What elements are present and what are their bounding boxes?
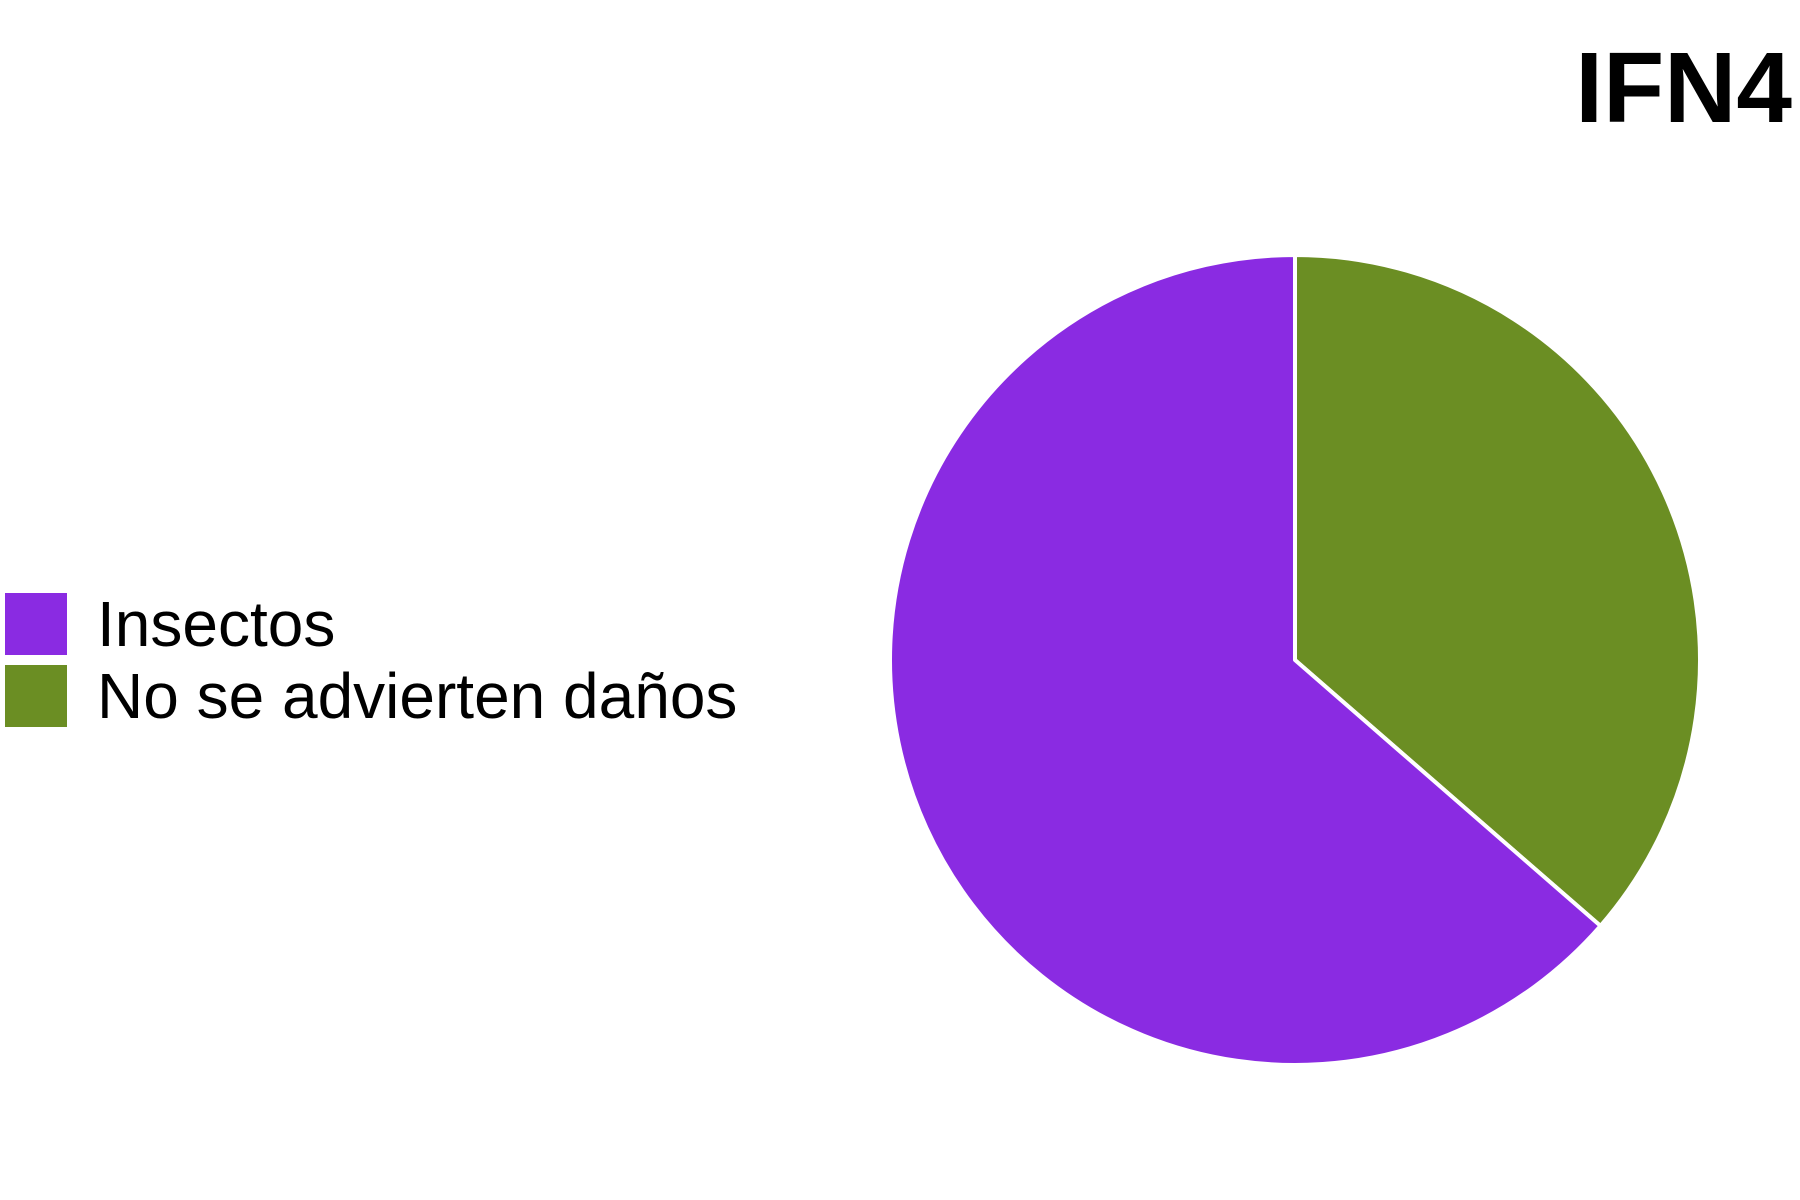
legend: Insectos No se advierten daños [5, 588, 737, 732]
pie-slices [888, 253, 1702, 1067]
legend-label-insectos: Insectos [97, 588, 336, 660]
legend-swatch-insectos [5, 593, 67, 655]
pie-slice-no-se-advierten-da-os [1293, 253, 1702, 928]
legend-item-no-danos: No se advierten daños [5, 660, 737, 732]
chart-title: IFN4 [1575, 32, 1792, 144]
legend-label-no-danos: No se advierten daños [97, 660, 738, 732]
legend-item-insectos: Insectos [5, 588, 737, 660]
legend-swatch-no-danos [5, 665, 67, 727]
pie-slice-insectos [888, 253, 1603, 1067]
